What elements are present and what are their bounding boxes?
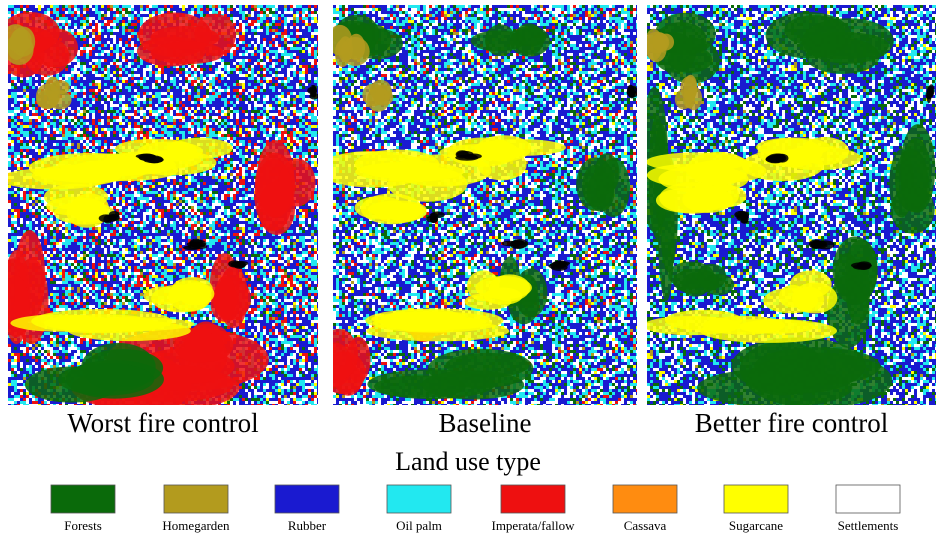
figure: Land use type Worst fire controlBaseline… [0, 0, 936, 537]
